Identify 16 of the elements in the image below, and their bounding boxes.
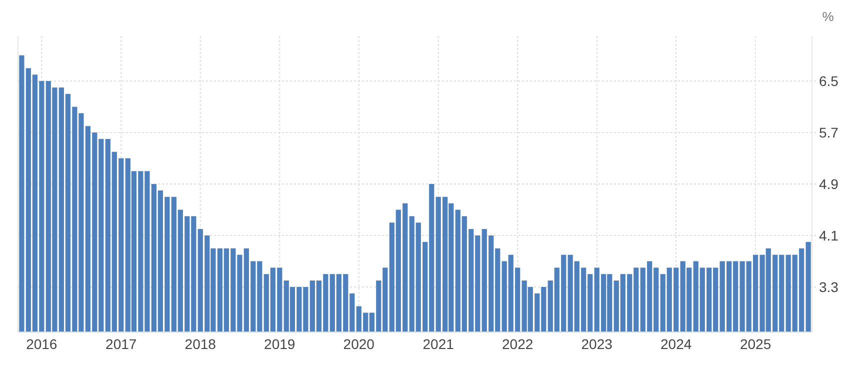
x-tick-label: 2025 (740, 336, 772, 352)
x-tick-label: 2016 (26, 336, 58, 352)
y-tick-label: 3.3 (819, 278, 839, 295)
x-tick-label: 2020 (343, 336, 375, 352)
x-tick-label: 2018 (184, 336, 216, 352)
x-tick-label: 2019 (264, 336, 296, 352)
y-tick-label: 4.9 (819, 176, 839, 192)
x-tick-label: 2017 (106, 336, 137, 352)
x-tick-label: 2022 (502, 336, 534, 352)
y-tick-label: 4.1 (819, 227, 839, 244)
y-tick-label: 5.7 (819, 124, 839, 140)
y-axis-title: % (822, 9, 834, 24)
y-tick-label: 6.5 (819, 72, 839, 89)
x-tick-label: 2024 (660, 336, 692, 352)
x-tick-label: 2021 (422, 336, 454, 352)
x-tick-label: 2023 (581, 336, 613, 352)
